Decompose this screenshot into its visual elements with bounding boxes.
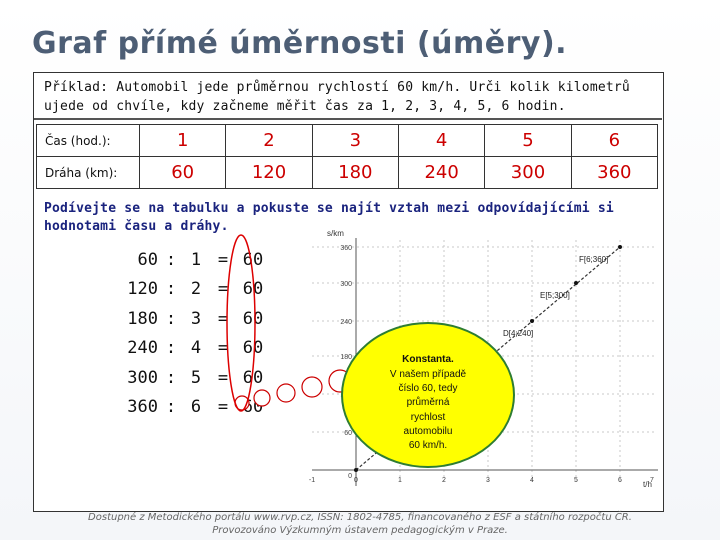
footer: Dostupné z Metodického portálu www.rvp.c… [40, 511, 680, 537]
ratio-time: 2 [190, 279, 202, 300]
ratio-row: 60:1 = 60 [108, 246, 268, 275]
bubble [253, 389, 271, 407]
table-cell: 360 [570, 156, 659, 189]
callout-line: 60 km/h. [409, 440, 447, 451]
table-cell: 5 [484, 124, 572, 157]
slide-title: Graf přímé úměrnosti (úměry). [32, 26, 568, 61]
y-axis-label: s/km [327, 229, 344, 238]
ratio-list: 60:1 = 60 120:2 = 60 180:3 = 60 240:4 = 60 300:5… [108, 246, 268, 422]
y-tick-label: 60 [344, 430, 352, 437]
time-distance-table: Čas (hod.): 1 2 3 4 5 6 Dráha (km): 60 1… [36, 124, 659, 189]
ratio-equals: = [217, 308, 229, 329]
x-tick-label: 0 [354, 477, 358, 484]
ratio-distance: 300 [127, 367, 158, 388]
task-text: Příklad: Automobil jede průměrnou rychlo… [44, 80, 630, 114]
callout-line: automobilu [404, 426, 453, 437]
ratio-row: 180:3 = 60 [108, 305, 268, 334]
x-axis-label: t/h [643, 480, 652, 489]
point-label: D[4;240] [503, 329, 533, 338]
ratio-distance: 120 [127, 279, 158, 300]
table-cell: 2 [225, 124, 313, 157]
ratio-time: 5 [190, 367, 202, 388]
ratio-row: 300:5 = 60 [108, 364, 268, 393]
x-tick-label: 6 [618, 477, 622, 484]
ratio-value: 60 [242, 308, 264, 329]
y-tick-label: 300 [340, 281, 352, 288]
table-cell: 4 [397, 124, 486, 157]
ratio-time: 6 [190, 396, 202, 417]
y-tick-label: 240 [340, 319, 352, 326]
callout-line: rychlost [411, 412, 446, 423]
ratio-time: 1 [190, 250, 202, 270]
ratio-distance: 240 [127, 338, 158, 359]
ratio-value: 60 [242, 250, 264, 270]
x-tick-label: 4 [530, 477, 534, 484]
y-tick-label: 360 [340, 245, 352, 252]
table-cell: 240 [397, 156, 486, 189]
divider [34, 118, 662, 120]
ratio-value: 60 [242, 279, 264, 300]
x-tick-label: -1 [309, 477, 315, 484]
bubble [276, 383, 296, 403]
footer-line: Provozováno Výzkumným ústavem pedagogick… [212, 525, 508, 536]
ratio-equals: = [217, 279, 229, 300]
table-row-time: Čas (hod.): 1 2 3 4 5 6 [36, 124, 659, 157]
table-cell: 120 [225, 156, 313, 189]
x-tick-label: 7 [650, 477, 654, 484]
ratio-row: 240:4 = 60 [108, 334, 268, 363]
ratio-value: 60 [242, 338, 264, 359]
ratio-colon: : [165, 396, 177, 417]
footer-line: Dostupné z Metodického portálu www.rvp.c… [88, 512, 632, 523]
ratio-colon: : [165, 250, 177, 270]
x-tick-label: 1 [398, 477, 402, 484]
callout-text: Konstanta. V našem případě číslo 60, ted… [390, 354, 467, 451]
ratio-time: 3 [190, 308, 202, 329]
point-label: E[5;300] [540, 291, 570, 300]
table-cell: 300 [484, 156, 572, 189]
ratio-colon: : [165, 338, 177, 359]
point-e [574, 281, 578, 285]
table-cell: 3 [311, 124, 399, 157]
ratio-equals: = [217, 338, 229, 359]
x-tick-label: 5 [574, 477, 578, 484]
callout-line: Konstanta. [402, 354, 454, 365]
ratio-distance: 360 [127, 396, 158, 417]
ratio-equals: = [217, 367, 229, 388]
ratio-distance: 180 [127, 308, 158, 329]
ratio-distance: 60 [137, 250, 158, 270]
table-cell: 60 [138, 156, 227, 189]
callout-line: číslo 60, tedy [399, 383, 458, 394]
ratio-equals: = [217, 250, 229, 270]
ratio-colon: : [165, 279, 177, 300]
point-origin [354, 468, 358, 472]
y-tick-label: 0 [348, 473, 352, 480]
callout-ellipse [341, 322, 515, 468]
table-cell: 180 [311, 156, 399, 189]
time-label: Čas (hod.): [36, 124, 140, 157]
ratio-colon: : [165, 367, 177, 388]
x-tick-label: 3 [486, 477, 490, 484]
bubble [301, 376, 323, 398]
point-f [618, 245, 622, 249]
callout-line: V našem případě [390, 369, 467, 380]
callout-line: průměrná [407, 396, 450, 408]
x-tick-label: 2 [442, 477, 446, 484]
ratio-time: 4 [190, 338, 202, 359]
highlight-ellipse [226, 234, 256, 412]
distance-label: Dráha (km): [36, 156, 140, 189]
table-row-distance: Dráha (km): 60 120 180 240 300 360 [36, 156, 659, 189]
ratio-colon: : [165, 308, 177, 329]
ratio-value: 60 [242, 367, 264, 388]
y-tick-label: 180 [340, 354, 352, 361]
ratio-equals: = [217, 396, 229, 417]
ratio-row: 120:2 = 60 [108, 275, 268, 304]
instruction-text: Podívejte se na tabulku a pokuste se naj… [44, 201, 614, 234]
point-label: F[6;360] [579, 255, 608, 264]
point-d [530, 319, 534, 323]
